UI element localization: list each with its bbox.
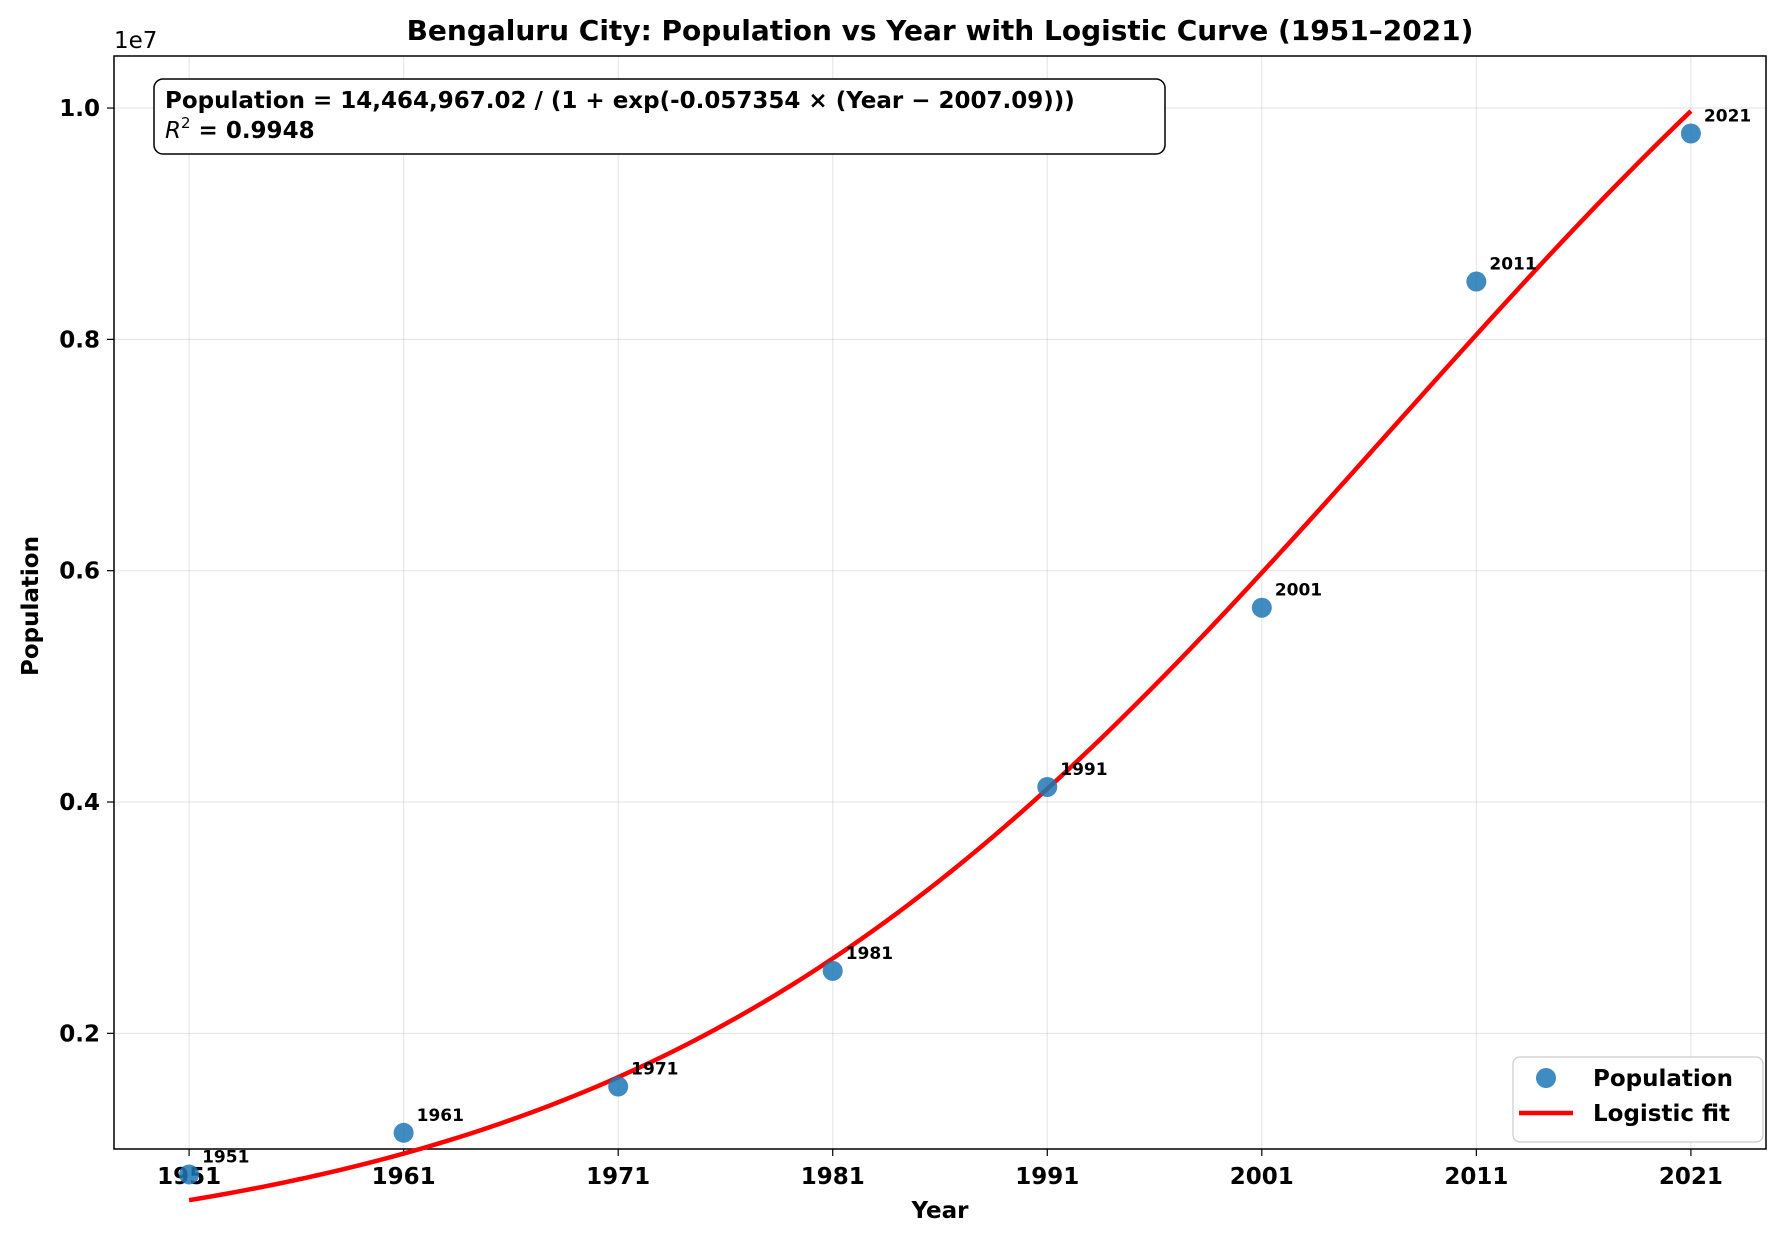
point-label: 1951 [202, 1147, 249, 1167]
curve-layer [188, 109, 1693, 1203]
x-tick-label: 1971 [586, 1164, 650, 1190]
legend: Population Logistic fit [1512, 1056, 1764, 1143]
population-point [608, 1076, 629, 1097]
y-axis-label: Population [18, 536, 44, 676]
x-tick-label: 1961 [372, 1164, 436, 1190]
population-point [822, 960, 843, 981]
legend-label-population: Population [1593, 1066, 1733, 1092]
grid-layer [114, 56, 1766, 1149]
point-label: 1981 [846, 944, 893, 964]
x-axis-label: Year [910, 1198, 969, 1224]
equation-annotation: Population = 14,464,967.02 / (1 + exp(-0… [153, 78, 1166, 155]
population-point [1466, 271, 1487, 292]
axes-layer: 1951 1961 1971 1981 1991 2001 2011 2021 0.2 0.4 0.… [59, 55, 1767, 1190]
y-tick-label: 0.2 [59, 1021, 100, 1047]
point-label: 1991 [1060, 760, 1107, 780]
legend-label-logistic-fit: Logistic fit [1593, 1101, 1730, 1127]
population-point [393, 1122, 414, 1143]
y-tick-label: 0.8 [59, 327, 100, 353]
x-tick-label: 1991 [1015, 1164, 1079, 1190]
x-tick-label: 2001 [1230, 1164, 1294, 1190]
population-point [1037, 776, 1058, 797]
equation-line: Population = 14,464,967.02 / (1 + exp(-0… [165, 88, 1075, 114]
r-squared-exponent: 2 [181, 114, 191, 132]
point-label: 1961 [417, 1106, 464, 1126]
population-point [1251, 597, 1272, 618]
population-point [1680, 123, 1701, 144]
x-tick-label: 2021 [1659, 1164, 1723, 1190]
population-point [179, 1164, 200, 1185]
x-tick-label: 2011 [1444, 1164, 1508, 1190]
y-tick-label: 0.4 [59, 790, 100, 816]
y-axis-offset-label: 1e7 [114, 28, 157, 54]
point-label: 1971 [631, 1060, 678, 1080]
r-squared-symbol: R [165, 118, 181, 144]
point-label: 2021 [1704, 106, 1751, 126]
r-squared-value: = 0.9948 [191, 118, 315, 144]
logistic-fit-line [188, 109, 1693, 1203]
labels-layer: 1951 1961 1971 1981 1991 2001 2011 2021 [202, 106, 1751, 1167]
point-label: 2011 [1489, 255, 1536, 275]
r-squared-line: R2 = 0.9948 [165, 114, 315, 144]
x-tick-label: 1981 [801, 1164, 865, 1190]
y-tick-label: 0.6 [59, 559, 100, 585]
plot-frame [113, 55, 1767, 1150]
points-layer [179, 123, 1701, 1185]
y-tick-label: 1.0 [59, 96, 100, 122]
chart-title: Bengaluru City: Population vs Year with … [407, 14, 1474, 47]
legend-marker-population [1536, 1068, 1556, 1088]
point-label: 2001 [1275, 581, 1322, 601]
